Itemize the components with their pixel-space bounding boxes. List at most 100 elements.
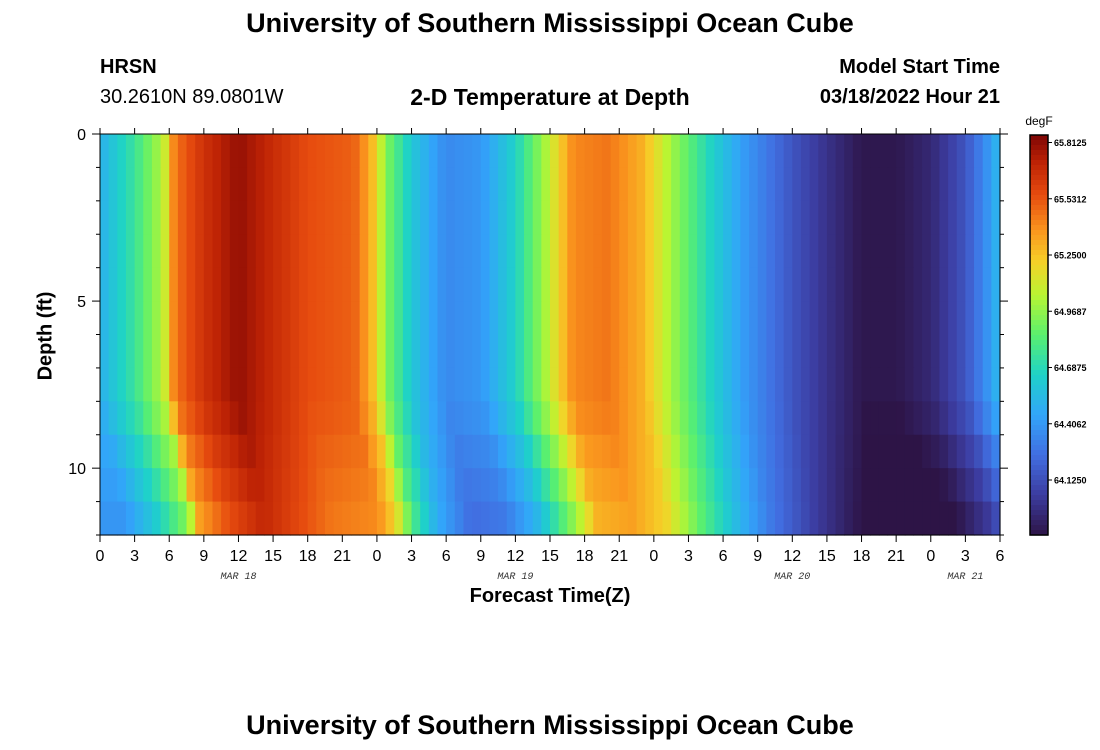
heatmap-cell (195, 367, 205, 402)
heatmap-cell (402, 267, 413, 302)
heatmap-cell (100, 334, 110, 369)
heatmap-cell (273, 301, 283, 336)
heatmap-cell (619, 301, 629, 336)
heatmap-cell (610, 267, 620, 302)
heatmap-cell (679, 134, 690, 169)
heatmap-cell (463, 267, 473, 302)
heatmap-cell (887, 334, 897, 369)
heatmap-cell (506, 267, 516, 302)
heatmap-cell (411, 301, 421, 336)
x-tick-label: 3 (961, 548, 970, 565)
heatmap-cell (939, 167, 949, 202)
heatmap-cell (852, 200, 863, 235)
heatmap-cell (463, 401, 473, 436)
heatmap-cell (749, 267, 759, 302)
heatmap-cell (887, 234, 897, 269)
heatmap-cell (991, 367, 1001, 402)
heatmap-cell (757, 267, 767, 302)
heatmap-cells (100, 134, 1001, 536)
heatmap-cell (662, 468, 672, 503)
heatmap-cell (601, 267, 612, 302)
heatmap-cell (264, 301, 274, 336)
heatmap-cell (229, 501, 240, 536)
heatmap-cell (705, 200, 716, 235)
heatmap-cell (428, 501, 439, 536)
heatmap-cell (878, 134, 889, 169)
heatmap-cell (740, 501, 750, 536)
heatmap-cell (134, 367, 144, 402)
heatmap-cell (757, 367, 767, 402)
colorbar-segment (1030, 135, 1048, 141)
colorbar-segment (1030, 310, 1048, 316)
heatmap-cell (835, 301, 845, 336)
heatmap-cell (117, 401, 127, 436)
heatmap-cell (783, 267, 793, 302)
heatmap-cell (385, 301, 395, 336)
heatmap-cell (203, 501, 214, 536)
heatmap-cell (273, 267, 283, 302)
colorbar-tick-label: 65.5312 (1054, 194, 1087, 204)
heatmap-cell (550, 167, 560, 202)
heatmap-cell (125, 401, 136, 436)
heatmap-cell (446, 367, 456, 402)
colorbar-segment (1030, 265, 1048, 271)
heatmap-cell (679, 234, 690, 269)
heatmap-cell (982, 367, 992, 402)
heatmap-cell (939, 267, 949, 302)
heatmap-cell (203, 200, 214, 235)
heatmap-cell (368, 134, 378, 169)
heatmap-cell (956, 167, 966, 202)
heatmap-cell (714, 267, 724, 302)
heatmap-cell (411, 134, 421, 169)
heatmap-cell (974, 234, 984, 269)
heatmap-cell (299, 267, 309, 302)
heatmap-cell (714, 501, 724, 536)
heatmap-cell (671, 334, 681, 369)
heatmap-cell (835, 468, 845, 503)
heatmap-cell (134, 234, 144, 269)
heatmap-cell (100, 434, 110, 469)
heatmap-cell (238, 267, 248, 302)
heatmap-cell (939, 134, 949, 169)
colorbar-tick-label: 65.8125 (1054, 138, 1087, 148)
heatmap-cell (714, 200, 724, 235)
heatmap-cell (541, 267, 551, 302)
heatmap-cell (169, 267, 179, 302)
colorbar-segment (1030, 150, 1048, 156)
colorbar-segment (1030, 140, 1048, 146)
heatmap-cell (195, 200, 205, 235)
heatmap-cell (273, 401, 283, 436)
heatmap-cell (143, 367, 153, 402)
heatmap-cell (169, 367, 179, 402)
x-tick-label: 0 (926, 548, 935, 565)
heatmap-cell (515, 334, 525, 369)
heatmap-cell (627, 434, 638, 469)
heatmap-cell (160, 401, 170, 436)
heatmap-cell (255, 301, 266, 336)
heatmap-cell (679, 401, 690, 436)
colorbar-unit: degF (1025, 114, 1052, 128)
heatmap-cell (350, 468, 361, 503)
heatmap-cell (169, 501, 179, 536)
heatmap-cell (818, 468, 828, 503)
heatmap-cell (826, 401, 837, 436)
heatmap-cell (203, 401, 214, 436)
heatmap-cell (255, 501, 266, 536)
heatmap-cell (965, 434, 975, 469)
heatmap-cell (532, 468, 542, 503)
heatmap-cell (800, 267, 811, 302)
heatmap-cell (117, 134, 127, 169)
heatmap-cell (809, 167, 819, 202)
heatmap-cell (515, 301, 525, 336)
heatmap-cell (281, 167, 291, 202)
heatmap-cell (203, 367, 214, 402)
heatmap-cell (749, 200, 759, 235)
heatmap-cell (610, 367, 620, 402)
colorbar-segment (1030, 160, 1048, 166)
heatmap-cell (411, 167, 421, 202)
x-day-label: MAR 18 (220, 572, 256, 583)
heatmap-cell (619, 468, 629, 503)
heatmap-cell (212, 401, 222, 436)
heatmap-cell (800, 468, 811, 503)
heatmap-cell (636, 468, 646, 503)
